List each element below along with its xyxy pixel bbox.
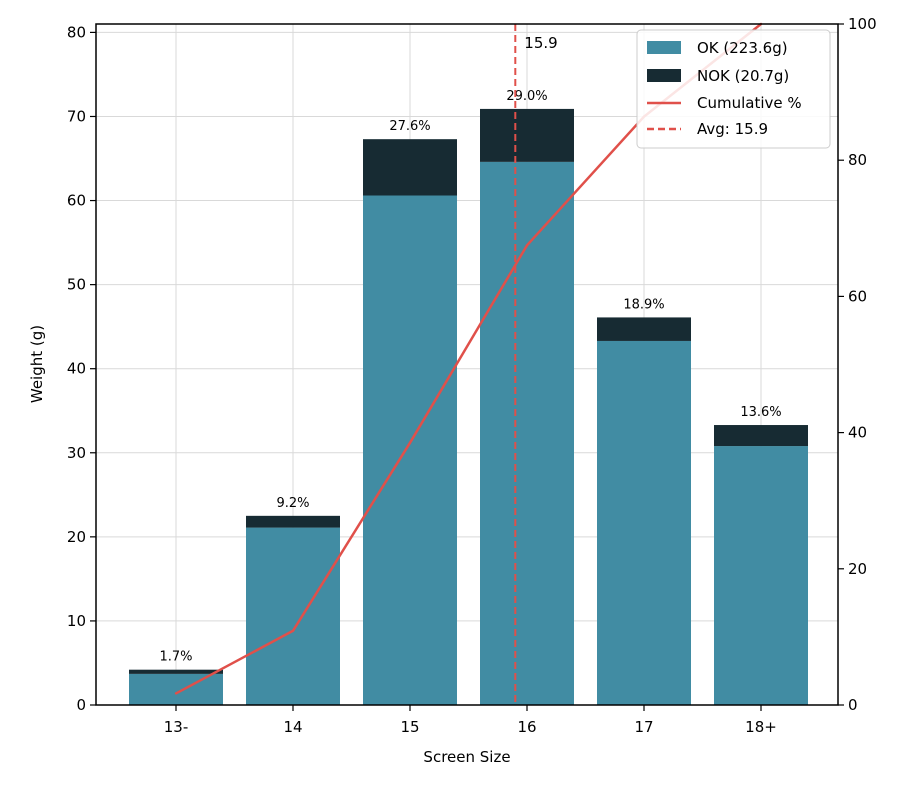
x-axis-title: Screen Size: [423, 748, 510, 766]
bars: 1.7% 9.2% 27.6% 29.0% 18.9% 13.6%: [129, 89, 808, 706]
x-tick-label: 15: [400, 718, 419, 736]
bar-ok: [714, 446, 808, 705]
y2-tick-label: 100: [848, 15, 877, 33]
y2-tick-label: 20: [848, 560, 867, 578]
bar-ok: [246, 527, 340, 705]
y-tick-label: 70: [67, 107, 86, 125]
bar-ok: [129, 673, 223, 705]
legend-label-cumulative: Cumulative %: [697, 94, 802, 112]
y-tick-label: 10: [67, 612, 86, 630]
bar-nok: [129, 669, 223, 674]
plot-frame: [95, 23, 839, 706]
x-tick-label: 18+: [745, 718, 777, 736]
legend-label-nok: NOK (20.7g): [697, 67, 789, 85]
x-tick-label: 17: [634, 718, 653, 736]
x-tick-label: 13-: [164, 718, 189, 736]
bar-nok: [480, 108, 574, 162]
y-tick-label: 20: [67, 528, 86, 546]
legend: OK (223.6g) NOK (20.7g) Cumulative % Avg: 1…: [636, 29, 831, 149]
axes: 0 10 20 30 40 50 60 70 80 0 20 40 60 80 100 13- 14 15 16 17…: [67, 15, 877, 736]
legend-label-ok: OK (223.6g): [697, 39, 788, 57]
y2-tick-label: 80: [848, 151, 867, 169]
y2-tick-label: 0: [848, 696, 858, 714]
bar-percent-label: 1.7%: [159, 650, 192, 665]
y2-tick-label: 60: [848, 287, 867, 305]
y-tick-label: 60: [67, 192, 86, 210]
legend-box: [636, 29, 831, 149]
cumulative-point: [291, 629, 295, 632]
bar-percent-label: 27.6%: [389, 119, 430, 134]
x-tick-label: 14: [283, 718, 302, 736]
bar-ok: [363, 195, 457, 705]
y-axis-title: Weight (g): [28, 325, 46, 403]
cumulative-point: [525, 244, 529, 247]
cumulative-point: [174, 692, 178, 695]
average-line-label: 15.9: [524, 34, 557, 52]
cumulative-point: [408, 441, 412, 445]
legend-swatch-ok: [647, 41, 681, 54]
bar-nok: [597, 317, 691, 341]
bar-percent-label: 29.0%: [506, 89, 547, 104]
bar-ok: [480, 161, 574, 706]
y-tick-label: 0: [76, 696, 86, 714]
legend-label-average: Avg: 15.9: [697, 120, 768, 138]
bar-nok: [363, 139, 457, 196]
bar-percent-label: 18.9%: [623, 297, 664, 312]
legend-swatch-nok: [647, 69, 681, 82]
average-line-layer: 15.9: [514, 24, 558, 705]
bar-ok: [597, 340, 691, 705]
y-tick-label: 30: [67, 444, 86, 462]
y-tick-label: 40: [67, 360, 86, 378]
x-tick-label: 16: [517, 718, 536, 736]
bar-nok: [246, 515, 340, 528]
y-tick-label: 50: [67, 276, 86, 294]
bar-nok: [714, 425, 808, 447]
bar-percent-label: 9.2%: [276, 496, 309, 511]
y-tick-label: 80: [67, 23, 86, 41]
y2-tick-label: 40: [848, 424, 867, 442]
bar-percent-label: 13.6%: [740, 405, 781, 420]
